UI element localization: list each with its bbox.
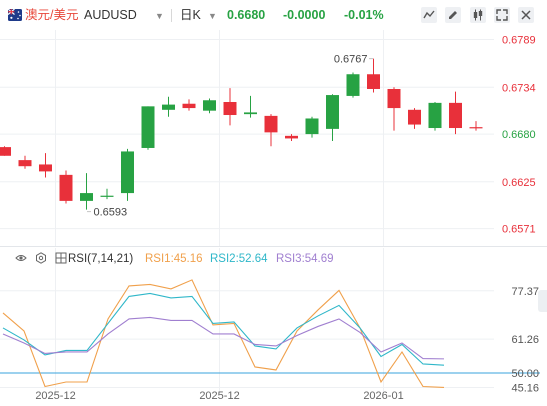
candle-body <box>367 74 380 89</box>
rsi-panel-grid <box>0 248 540 394</box>
chart-header: 澳元/美元 AUDUSD ▼ 日K ▼ 0.6680 -0.0000 -0.01… <box>0 0 547 30</box>
rsi-axis-labels: 77.37 61.26 50.00 45.16 <box>511 286 539 395</box>
rsi-series <box>2 279 445 388</box>
candle-body <box>80 193 93 201</box>
draw-icon[interactable] <box>444 6 462 24</box>
candle <box>59 170 73 204</box>
time-axis-labels: 2025-12 2025-12 2026-01 <box>35 390 403 402</box>
candle <box>223 88 237 126</box>
last-price: 0.6680 <box>227 8 266 22</box>
time-tick-label: 2026-01 <box>363 390 403 402</box>
price-tick-label: 0.6734 <box>502 82 536 94</box>
candle <box>326 94 339 142</box>
rsi2-legend: RSI2:52.64 <box>210 253 268 265</box>
price-tick-label: 0.6625 <box>502 177 536 189</box>
candle-body <box>39 164 52 172</box>
eye-icon[interactable] <box>15 252 27 264</box>
candle-body <box>121 151 134 194</box>
indicator-icon[interactable] <box>420 6 438 24</box>
price-axis-labels: 0.6789 0.6734 0.6680 0.6625 0.6571 <box>502 35 536 236</box>
price-change: -0.0000 <box>283 8 326 22</box>
candle-body <box>387 88 401 109</box>
candle-body <box>162 104 175 110</box>
period-dropdown-caret-icon[interactable]: ▼ <box>208 11 217 21</box>
candle-body <box>18 160 32 167</box>
candle <box>244 95 257 118</box>
rsi3-line <box>2 316 445 360</box>
price-tick-label: 0.6680 <box>502 129 536 141</box>
candle-body <box>223 102 237 116</box>
rsi-tick-label: 77.37 <box>511 286 539 298</box>
candlestick-series <box>0 58 483 210</box>
candle <box>141 106 155 150</box>
rsi1-line <box>2 279 445 388</box>
candle-body <box>100 195 114 197</box>
candle-body <box>0 147 11 156</box>
candle <box>346 72 360 98</box>
candle-body <box>469 127 483 129</box>
candle <box>264 114 278 147</box>
symbol-dropdown-caret-icon[interactable]: ▼ <box>155 11 164 21</box>
high-annotation-label: 0.6767 <box>334 54 368 66</box>
candle-body <box>285 135 298 139</box>
price-panel-grid <box>0 30 494 246</box>
candle <box>449 91 462 135</box>
time-tick-label: 2025-12 <box>35 390 75 402</box>
candle <box>428 102 442 131</box>
candle-body <box>428 102 442 129</box>
pair-name-chinese: 澳元/美元 <box>25 8 79 22</box>
candle-body <box>182 103 196 109</box>
panel-scroll-handle[interactable] <box>538 290 547 312</box>
indicator-grid-icon[interactable] <box>55 252 67 264</box>
candle-type-icon[interactable] <box>469 6 487 24</box>
candle-body <box>305 118 319 135</box>
rsi-tick-label: 45.16 <box>511 383 539 395</box>
period-selector[interactable]: 日K <box>180 8 201 22</box>
candle <box>121 148 134 201</box>
candle <box>39 153 52 178</box>
gear-icon[interactable] <box>35 252 47 264</box>
symbol-selector[interactable]: AUDUSD <box>84 8 137 22</box>
price-annotations: 0.6767 0.6593 <box>87 54 373 219</box>
candle-body <box>141 106 155 148</box>
rsi2-line <box>2 292 445 366</box>
candle <box>387 87 401 131</box>
candle-body <box>449 102 462 129</box>
price-change-percent: -0.01% <box>344 8 384 22</box>
candle <box>0 146 11 156</box>
low-annotation-label: 0.6593 <box>94 207 128 219</box>
candle <box>367 58 380 93</box>
price-tick-label: 0.6571 <box>502 224 536 236</box>
candle-body <box>408 109 421 125</box>
australia-flag-icon <box>8 9 22 21</box>
rsi1-legend: RSI1:45.16 <box>145 253 203 265</box>
candle <box>305 116 319 138</box>
rsi-tick-label: 61.26 <box>511 334 539 346</box>
candle <box>408 108 421 129</box>
rsi3-legend: RSI3:54.69 <box>276 253 334 265</box>
candle-body <box>59 174 73 201</box>
candle <box>182 99 196 111</box>
candle <box>18 155 32 169</box>
header-divider <box>171 9 172 22</box>
candle-body <box>346 74 360 96</box>
candle <box>203 98 216 114</box>
rsi-tick-label: 50.00 <box>511 368 539 380</box>
candle-body <box>244 112 257 115</box>
candle <box>80 173 93 210</box>
candle-body <box>326 95 339 129</box>
price-tick-label: 0.6789 <box>502 35 536 47</box>
candle <box>100 188 114 200</box>
close-icon[interactable] <box>517 6 535 24</box>
rsi-indicator-name: RSI(7,14,21) <box>68 253 134 265</box>
candle <box>469 121 483 131</box>
candle-body <box>203 100 216 111</box>
candle-body <box>264 115 278 133</box>
fullscreen-icon[interactable] <box>493 6 511 24</box>
time-tick-label: 2025-12 <box>199 390 239 402</box>
candle <box>162 96 175 117</box>
candle <box>285 134 298 142</box>
rsi-legend: RSI(7,14,21) RSI1:45.16 RSI2:52.64 RSI3:… <box>0 252 547 268</box>
